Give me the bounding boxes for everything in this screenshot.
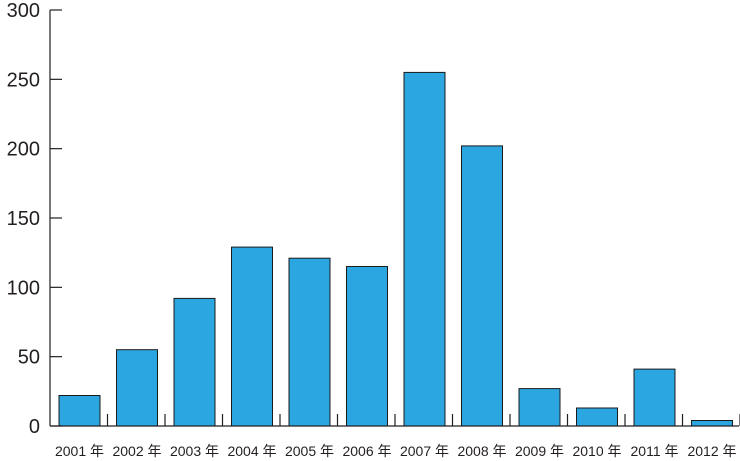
bar-2004-年	[231, 246, 273, 427]
x-tick-label: 2010 年	[572, 443, 621, 459]
bar-2007-年	[403, 71, 446, 427]
bar-2010-年	[576, 407, 618, 427]
bars-group	[58, 71, 733, 427]
x-tick-label: 2011 年	[631, 443, 679, 459]
bar-2011-年	[633, 368, 676, 427]
x-ticks-group: 2001 年 2002 年 2003 年 2004 年 2005 年 2006 年 2007…	[55, 443, 737, 459]
y-tick-label: 150	[7, 208, 40, 230]
bar-2005-年	[288, 257, 331, 427]
x-tick-label: 2012 年	[687, 443, 736, 459]
y-tick-label: 50	[18, 347, 40, 369]
bar-2001-年	[58, 395, 101, 427]
x-tick-label: 2008 年	[457, 443, 506, 459]
x-tick-label: 2004 年	[227, 443, 276, 459]
x-tick-label: 2006 年	[342, 443, 391, 459]
y-tick-label: 200	[7, 139, 40, 161]
x-tick-label: 2002 年	[112, 443, 161, 459]
bar-2002-年	[116, 349, 158, 427]
x-tick-label: 2005 年	[285, 443, 334, 459]
y-tick-label: 100	[7, 277, 40, 299]
x-tick-label: 2001 年	[55, 443, 104, 459]
bar-2003-年	[173, 297, 216, 427]
y-tick-label: 300	[7, 0, 40, 22]
y-tick-label: 250	[7, 69, 40, 91]
x-tick-label: 2007 年	[400, 443, 449, 459]
bar-2006-年	[346, 266, 388, 427]
bar-2009-年	[518, 388, 561, 427]
y-ticks-group: 0 50 100 150 200 250 300	[7, 0, 62, 438]
x-tick-label: 2009 年	[515, 443, 564, 459]
bar-2008-年	[461, 145, 503, 427]
y-tick-label: 0	[29, 416, 40, 438]
x-tick-label: 2003 年	[170, 443, 219, 459]
bar-2012-年	[691, 420, 733, 427]
